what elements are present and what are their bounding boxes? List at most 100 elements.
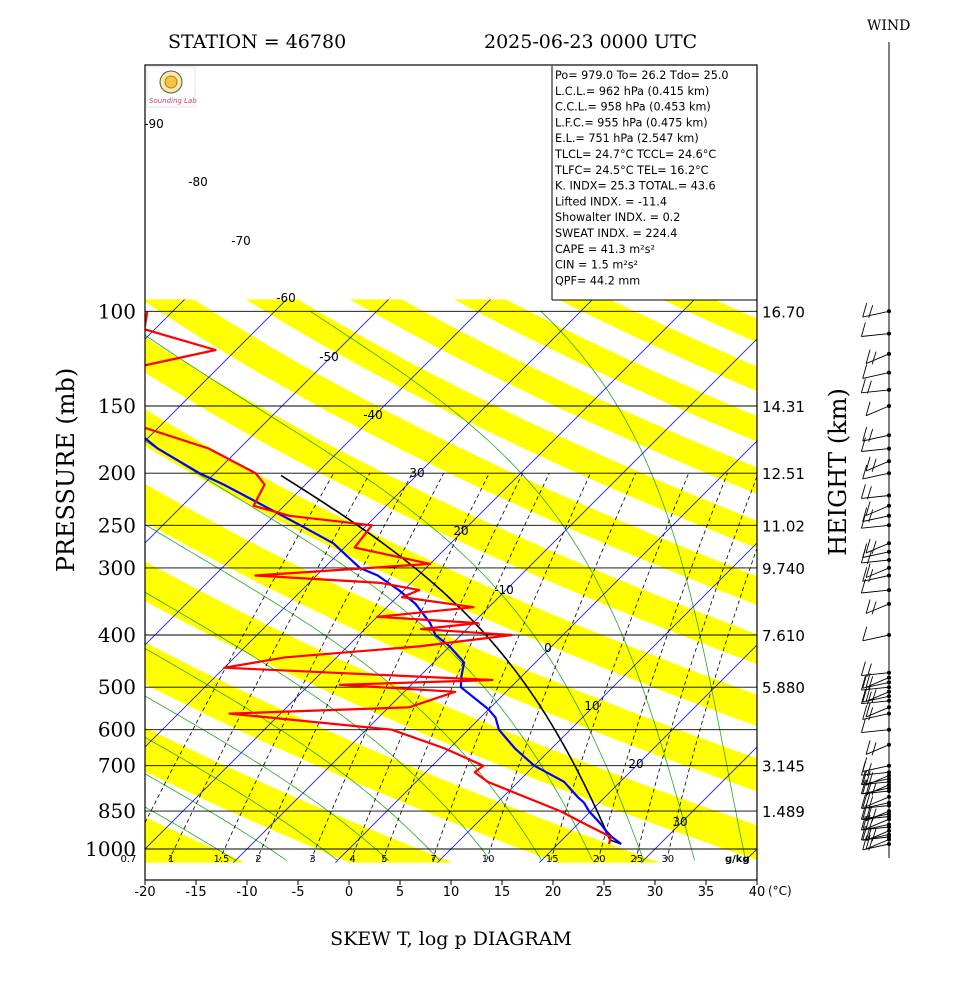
wind-barb-flag <box>862 757 868 772</box>
isotherm <box>145 299 491 646</box>
height-tick-label: 3.145 <box>762 758 805 776</box>
dewpoint-line <box>145 311 613 845</box>
wind-barb-flag <box>860 322 866 337</box>
moist-adiabat <box>145 647 440 861</box>
isotherm-label: -80 <box>188 175 208 189</box>
wind-barb <box>865 353 890 365</box>
wind-barb-flag <box>865 673 871 688</box>
isotherm-label: 30 <box>409 466 424 480</box>
temperature-tick-label: 25 <box>596 885 613 900</box>
wind-barb-flag <box>860 675 866 691</box>
wind-barb-flag <box>866 486 872 500</box>
wind-barb-flag <box>865 401 871 416</box>
moist-adiabat <box>145 736 338 861</box>
pressure-tick-label: 600 <box>98 718 136 742</box>
wind-barb-flag <box>860 484 866 499</box>
wind-barb <box>861 729 890 734</box>
height-tick-label: 7.610 <box>762 627 805 645</box>
isotherm <box>233 338 757 863</box>
wind-barb <box>861 389 890 394</box>
isotherm-label: 30 <box>672 815 687 829</box>
height-tick-labels: 16.70 14.31 12.51 11.02 9.740 7.610 5.880 3.145… <box>762 303 805 821</box>
isotherm-label: -90 <box>144 117 164 131</box>
wind-barb-flag <box>865 834 871 850</box>
dry-adiabat-band <box>557 299 757 392</box>
wind-barb-flag <box>868 428 874 442</box>
info-box-lines: Po= 979.0 To= 26.2 Tdo= 25.0 L.C.L.= 962 … <box>554 69 729 287</box>
wind-barb-flag <box>860 815 866 831</box>
moist-adiabat <box>145 440 593 861</box>
wind-barb-flag <box>860 661 866 676</box>
info-line: L.F.C.= 955 hPa (0.475 km) <box>555 116 708 129</box>
pressure-tick-label: 300 <box>98 556 136 580</box>
wind-barb <box>862 372 890 379</box>
isotherm-label: 20 <box>453 524 468 538</box>
wind-barb-flag <box>871 458 877 472</box>
wind-barb <box>865 706 890 718</box>
moist-adiabat <box>309 310 695 861</box>
wind-barb-flag <box>862 464 868 480</box>
wind-barb-flag <box>865 456 871 472</box>
temperature-tick-label: 5 <box>396 885 404 900</box>
height-tick-label: 11.02 <box>762 517 805 535</box>
mixing-ratio-label: 2 <box>255 854 261 865</box>
temperature-tick-label: -15 <box>185 885 206 900</box>
wind-barb-flag <box>865 349 871 364</box>
footer-title: SKEW T, log p DIAGRAM <box>330 928 572 950</box>
info-line: TLFC= 24.5°C TEL= 16.2°C <box>554 164 709 177</box>
wind-barb <box>861 686 890 691</box>
datetime-label: 2025-06-23 0000 UTC <box>484 31 697 53</box>
wind-barb-flag <box>871 808 877 822</box>
wind-barb-flag <box>862 687 868 703</box>
wind-barb-flag <box>871 782 877 796</box>
wind-barb-flag <box>866 691 872 705</box>
wind-barb-flag <box>865 792 871 807</box>
wind-barb <box>861 333 890 337</box>
moist-adiabat <box>145 773 287 861</box>
height-tick-label: 9.740 <box>762 560 805 578</box>
temperature-tick-label: 15 <box>494 885 511 900</box>
mixing-ratio-label: 0.7 <box>120 854 136 865</box>
isotherm <box>335 440 757 863</box>
wind-barb <box>865 775 890 786</box>
wind-barb-flag <box>865 599 871 614</box>
pressure-axis-label: PRESSURE (mb) <box>52 368 80 573</box>
wind-barb <box>862 575 890 582</box>
info-line: QPF= 44.2 mm <box>555 274 640 287</box>
mixing-ratio-line <box>486 473 636 861</box>
wind-label: WIND <box>867 18 910 34</box>
pressure-tick-label: 100 <box>98 299 136 323</box>
wind-barb-flag <box>862 794 868 809</box>
isotherm-label: -50 <box>319 350 339 364</box>
temperature-tick-label: 10 <box>443 885 460 900</box>
wind-barb <box>862 515 890 522</box>
dry-adiabat-band <box>145 408 757 727</box>
pressure-tick-label: 500 <box>98 675 136 699</box>
wind-barb <box>865 784 890 796</box>
wind-barb-flag <box>862 674 868 689</box>
mixing-unit-label: g/kg <box>725 854 750 865</box>
wind-barb <box>862 434 890 442</box>
wind-barb-flag <box>866 550 872 564</box>
wind-barb <box>861 495 890 499</box>
isotherm <box>145 299 593 748</box>
wind-barb <box>861 589 890 594</box>
wind-barb-flag <box>862 426 868 442</box>
wind-barb <box>865 603 890 614</box>
wind-barb-flag <box>871 601 877 615</box>
info-line: L.C.L.= 962 hPa (0.415 km) <box>555 85 709 98</box>
dry-adiabat-band <box>145 561 757 861</box>
wind-barb-flag <box>862 302 868 318</box>
wind-barb <box>861 672 890 677</box>
moist-adiabats <box>145 310 746 861</box>
wind-barb-flag <box>871 351 877 365</box>
wind-barb-flag <box>865 771 871 786</box>
pressure-tick-label: 400 <box>98 623 136 647</box>
wind-barb-flag <box>871 742 877 756</box>
wind-barb-flag <box>868 796 874 810</box>
logo: Sounding Lab <box>146 66 197 108</box>
wind-barb-flag <box>865 538 871 554</box>
wind-barb-flag <box>862 626 868 641</box>
wind-barb-flag <box>868 304 874 319</box>
